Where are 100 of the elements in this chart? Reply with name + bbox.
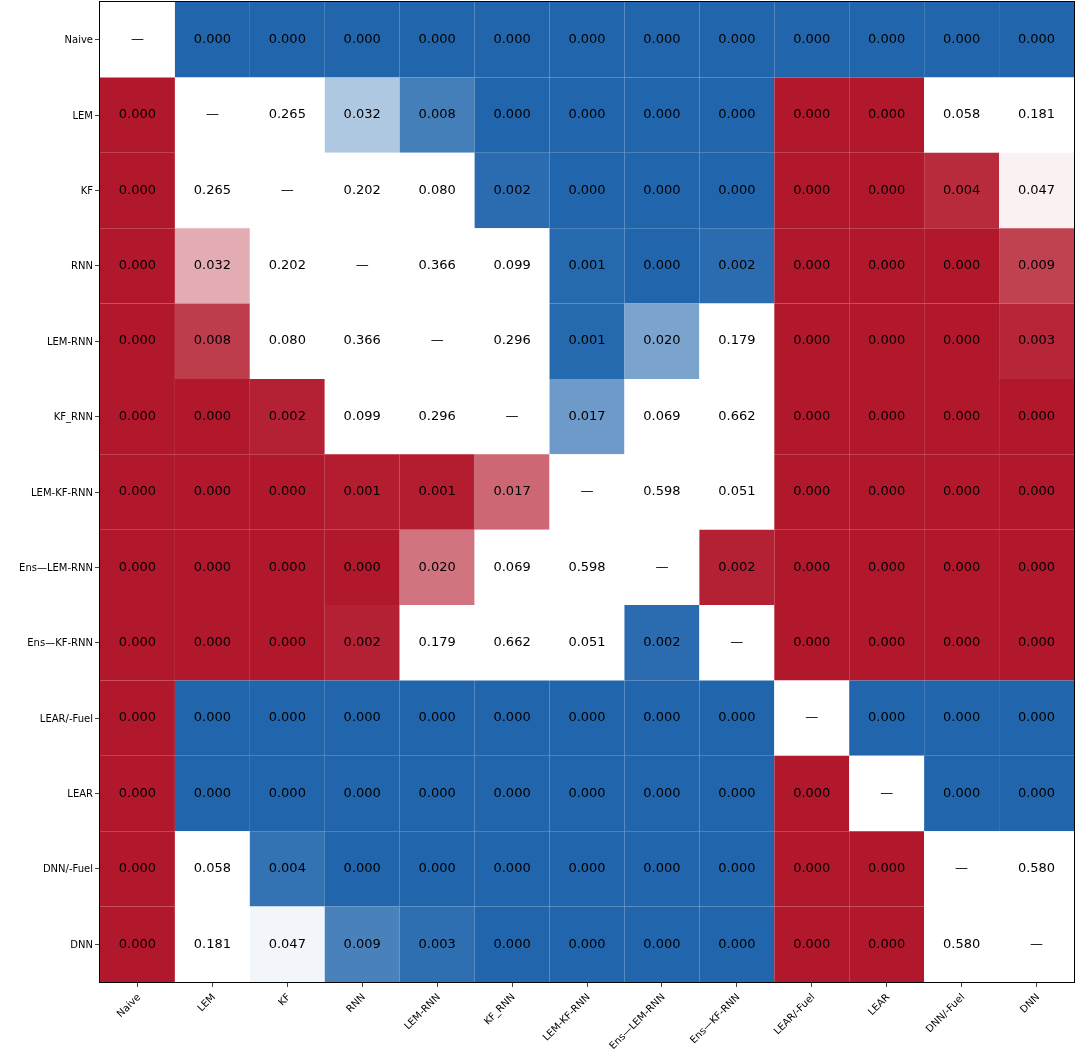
data-label: 0.051	[568, 634, 606, 650]
text: —	[205, 106, 219, 122]
data-label: 0.069	[643, 407, 681, 423]
data-label: 0.017	[493, 483, 531, 499]
data-label: 0.000	[793, 30, 831, 46]
data-label: 0.366	[343, 332, 381, 348]
y-tick-label: DNN	[70, 938, 93, 950]
y-tick-label: DNN/-Fuel	[42, 863, 93, 875]
data-label: 0.000	[568, 181, 606, 197]
data-label: 0.000	[493, 106, 531, 122]
data-label: 0.000	[943, 483, 981, 499]
data-label: 0.000	[268, 784, 306, 800]
data-label: 0.047	[1017, 181, 1056, 197]
data-label: 0.003	[1017, 332, 1056, 348]
data-label: 0.000	[793, 784, 831, 800]
data-label: 0.000	[943, 257, 981, 273]
text: —	[805, 709, 819, 725]
data-label: 0.000	[643, 860, 681, 876]
data-label: 0.000	[193, 709, 231, 725]
data-label: 0.020	[643, 332, 681, 348]
data-label: 0.000	[943, 634, 981, 650]
data-label: 0.000	[418, 860, 456, 876]
data-label: 0.000	[718, 106, 756, 122]
data-label: 0.000	[118, 860, 157, 876]
data-label: 0.032	[343, 106, 381, 122]
data-label: 0.000	[268, 558, 306, 574]
data-label: 0.017	[568, 407, 606, 423]
data-label: 0.662	[718, 407, 756, 423]
data-label: 0.009	[343, 935, 381, 951]
data-label: 0.000	[568, 106, 606, 122]
data-label: 0.000	[793, 558, 831, 574]
x-tick-label: KF	[275, 991, 293, 1008]
data-label: 0.000	[643, 181, 681, 197]
y-tick-label: LEM-RNN	[46, 335, 93, 347]
data-label: 0.202	[343, 181, 381, 197]
text: —	[730, 634, 744, 650]
data-label: 0.000	[118, 106, 157, 122]
text: —	[130, 30, 144, 46]
data-label: 0.000	[193, 407, 231, 423]
data-label: 0.000	[643, 106, 681, 122]
data-label: 0.000	[118, 483, 157, 499]
data-label: 0.002	[718, 257, 756, 273]
data-label: 0.000	[268, 634, 306, 650]
data-label: 0.000	[343, 860, 381, 876]
data-label: 0.002	[493, 181, 531, 197]
data-label: 0.032	[193, 257, 231, 273]
data-label: 0.000	[418, 709, 456, 725]
data-label: 0.000	[1017, 30, 1056, 46]
data-label: 0.000	[643, 257, 681, 273]
data-label: 0.181	[1017, 106, 1056, 122]
data-label: 0.000	[343, 709, 381, 725]
data-label: 0.181	[193, 935, 231, 951]
data-label: 0.000	[343, 30, 381, 46]
text: —	[355, 257, 369, 273]
text: —	[1030, 935, 1044, 951]
data-label: 0.000	[868, 106, 906, 122]
data-label: 0.000	[943, 332, 981, 348]
data-label: 0.000	[793, 634, 831, 650]
data-label: 0.000	[868, 558, 906, 574]
data-label: 0.000	[268, 30, 306, 46]
data-label: 0.000	[118, 935, 157, 951]
data-label: 0.000	[118, 634, 157, 650]
data-label: 0.000	[568, 935, 606, 951]
data-label: 0.000	[718, 709, 756, 725]
data-label: 0.000	[1017, 709, 1056, 725]
data-label: 0.002	[643, 634, 681, 650]
data-label: 0.000	[268, 483, 306, 499]
data-label: 0.000	[793, 483, 831, 499]
data-label: 0.000	[118, 181, 157, 197]
data-label: 0.000	[943, 784, 981, 800]
data-label: 0.000	[943, 407, 981, 423]
data-label: 0.179	[418, 634, 456, 650]
data-label: 0.000	[118, 558, 157, 574]
data-label: 0.000	[943, 558, 981, 574]
data-label: 0.000	[193, 483, 231, 499]
data-label: 0.051	[718, 483, 756, 499]
data-label: 0.000	[493, 709, 531, 725]
data-label: 0.000	[268, 709, 306, 725]
data-label: 0.000	[343, 784, 381, 800]
data-label: 0.002	[718, 558, 756, 574]
data-label: 0.000	[793, 257, 831, 273]
data-label: 0.099	[493, 257, 531, 273]
data-label: 0.000	[118, 257, 157, 273]
text: —	[430, 332, 444, 348]
text: —	[280, 181, 294, 197]
data-label: 0.080	[268, 332, 306, 348]
data-label: 0.000	[568, 860, 606, 876]
data-label: 0.265	[193, 181, 231, 197]
data-label: 0.000	[793, 181, 831, 197]
data-label: 0.058	[943, 106, 981, 122]
y-tick-label: KF_RNN	[53, 411, 93, 424]
data-label: 0.000	[493, 935, 531, 951]
data-label: 0.000	[193, 784, 231, 800]
data-label: 0.008	[193, 332, 231, 348]
data-label: 0.000	[493, 30, 531, 46]
data-label: 0.000	[568, 784, 606, 800]
data-label: 0.001	[568, 257, 606, 273]
data-label: 0.003	[418, 935, 456, 951]
data-label: 0.000	[1017, 784, 1056, 800]
data-label: 0.000	[868, 257, 906, 273]
